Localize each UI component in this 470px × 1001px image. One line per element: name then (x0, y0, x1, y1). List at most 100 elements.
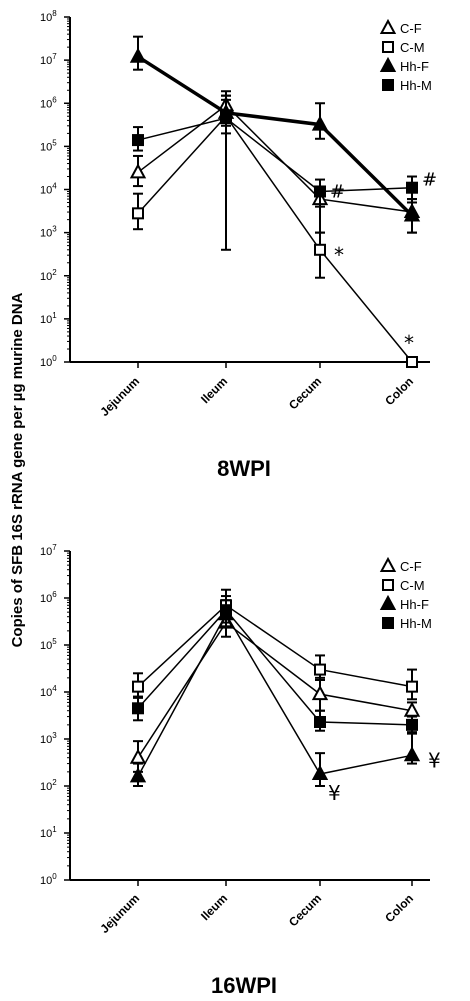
legend-label: C-F (400, 21, 422, 36)
y-tick-base: 10 (40, 546, 52, 558)
significance-marker: * (334, 243, 344, 267)
legend-label: Hh-M (400, 78, 432, 93)
y-tick-exponent: 1 (52, 825, 57, 834)
legend-label: C-F (400, 559, 422, 574)
y-tick-base: 10 (40, 781, 52, 793)
y-tick-exponent: 6 (52, 590, 57, 599)
y-tick-base: 10 (40, 12, 52, 24)
series-hh-m (132, 90, 418, 251)
data-point-marker (406, 680, 418, 693)
y-tick-exponent: 7 (52, 543, 57, 552)
series-line (137, 55, 414, 217)
data-point-marker (379, 56, 397, 72)
legend-label: Hh-F (400, 597, 429, 612)
significance-marker: * (404, 331, 414, 355)
data-point-marker (314, 243, 326, 256)
data-point-marker (314, 185, 326, 198)
series-line (137, 621, 413, 759)
series-line (137, 612, 413, 777)
legend-label: C-M (400, 40, 425, 55)
y-tick-exponent: 0 (52, 872, 57, 881)
legend-label: Hh-M (400, 616, 432, 631)
y-tick-label: 104 (40, 684, 57, 699)
y-tick-label: 100 (40, 872, 57, 887)
y-tick-label: 105 (40, 637, 57, 652)
y-tick-label: 103 (40, 731, 57, 746)
y-tick-label: 106 (40, 95, 57, 110)
data-point-marker (379, 556, 397, 572)
data-point-marker (382, 41, 394, 53)
data-point-marker (314, 663, 326, 676)
x-tick-label: Jejunum (97, 374, 142, 419)
y-tick-exponent: 3 (52, 731, 57, 740)
legend-label: Hh-F (400, 59, 429, 74)
y-tick-base: 10 (40, 271, 52, 283)
y-tick-label: 102 (40, 778, 57, 793)
x-tick-label: Ileum (198, 891, 230, 923)
legend: C-F C-M Hh-F Hh-M (379, 18, 432, 93)
y-tick-exponent: 8 (52, 9, 57, 18)
data-point-marker (129, 47, 147, 63)
y-tick-exponent: 3 (52, 225, 57, 234)
data-point-marker (129, 767, 147, 783)
series-c-m (132, 588, 418, 701)
data-point-marker (311, 115, 329, 131)
y-tick-base: 10 (40, 593, 52, 605)
data-point-marker (406, 718, 418, 731)
y-tick-base: 10 (40, 357, 52, 369)
series-line (137, 115, 413, 363)
y-tick-label: 107 (40, 52, 57, 67)
data-point-marker (379, 594, 397, 610)
data-point-marker (311, 764, 329, 781)
significance-marker: # (330, 181, 345, 202)
data-point-marker (132, 702, 144, 715)
y-tick-exponent: 2 (52, 778, 57, 787)
x-tick-label: Ileum (198, 374, 230, 406)
significance-marker: # (422, 170, 437, 191)
series-c-f (129, 607, 421, 773)
series-hh-m (132, 595, 418, 734)
y-tick-label: 100 (40, 354, 57, 369)
y-tick-base: 10 (40, 228, 52, 240)
x-tick-label: Colon (382, 374, 416, 408)
data-point-marker (220, 112, 232, 125)
data-point-marker (403, 746, 421, 762)
y-tick-exponent: 4 (52, 684, 57, 693)
y-tick-base: 10 (40, 734, 52, 746)
y-tick-base: 10 (40, 687, 52, 699)
y-tick-label: 108 (40, 9, 57, 24)
y-tick-base: 10 (40, 828, 52, 840)
y-tick-exponent: 6 (52, 95, 57, 104)
y-tick-exponent: 0 (52, 354, 57, 363)
y-tick-label: 106 (40, 590, 57, 605)
data-point-marker (132, 134, 144, 147)
x-tick-label: Cecum (286, 891, 324, 929)
significance-marker: ¥ (428, 748, 441, 772)
series-line (137, 604, 413, 688)
y-tick-base: 10 (40, 55, 52, 67)
y-tick-base: 10 (40, 640, 52, 652)
y-tick-exponent: 1 (52, 311, 57, 320)
data-point-marker (132, 680, 144, 693)
data-point-marker (382, 617, 394, 629)
y-tick-exponent: 5 (52, 138, 57, 147)
data-point-marker (129, 748, 147, 764)
y-tick-label: 105 (40, 138, 57, 153)
data-point-marker (220, 604, 232, 617)
y-tick-base: 10 (40, 875, 52, 887)
series-c-m (132, 98, 418, 368)
data-point-marker (129, 163, 147, 179)
legend: C-F C-M Hh-F Hh-M (379, 556, 432, 631)
data-point-marker (406, 181, 418, 194)
y-tick-base: 10 (40, 141, 52, 153)
y-tick-base: 10 (40, 185, 52, 197)
y-tick-label: 103 (40, 225, 57, 240)
series-c-f (129, 94, 421, 234)
x-tick-label: Colon (382, 891, 416, 925)
legend-label: C-M (400, 578, 425, 593)
y-tick-exponent: 5 (52, 637, 57, 646)
data-point-marker (382, 79, 394, 91)
